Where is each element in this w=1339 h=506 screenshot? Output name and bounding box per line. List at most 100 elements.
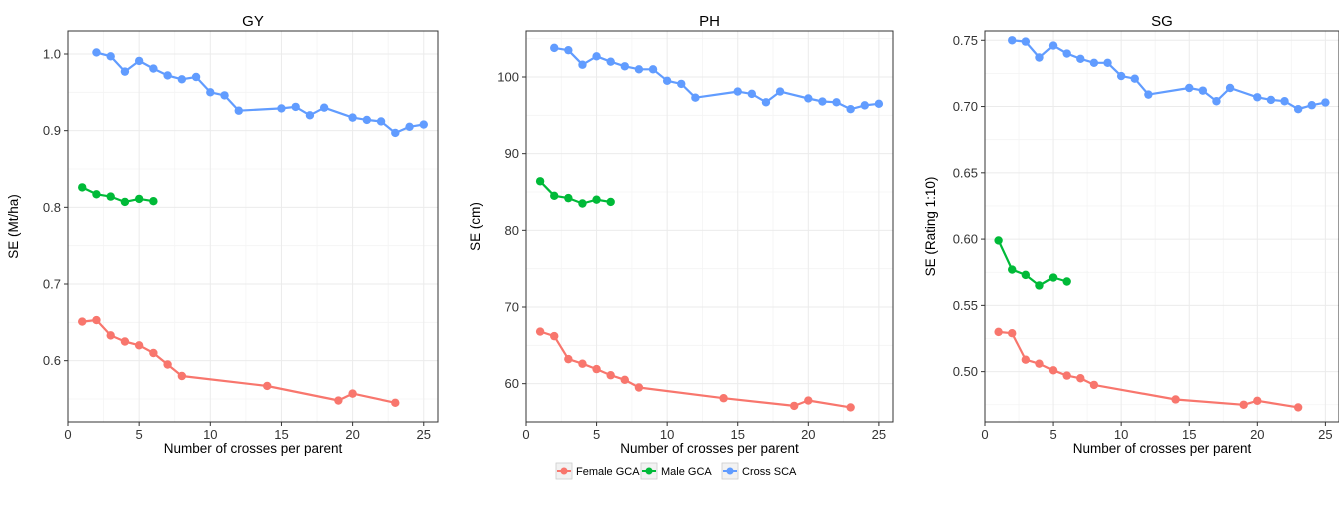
- data-point-cross-sca: [606, 57, 615, 66]
- data-point-male-gca: [592, 195, 601, 204]
- data-point-cross-sca: [775, 87, 785, 96]
- y-tick-label: 0.65: [953, 165, 978, 180]
- data-point-cross-sca: [348, 113, 357, 122]
- x-tick-label: 10: [1114, 427, 1128, 442]
- data-point-male-gca: [120, 197, 130, 207]
- data-point-female-gca: [592, 364, 601, 374]
- data-point-male-gca: [92, 190, 101, 199]
- x-tick-label: 15: [274, 427, 288, 442]
- data-point-cross-sca: [1089, 58, 1099, 68]
- data-point-female-gca: [177, 371, 187, 381]
- y-tick-label: 0.70: [953, 99, 978, 114]
- data-point-cross-sca: [1116, 71, 1126, 81]
- data-point-male-gca: [1021, 270, 1031, 280]
- y-axis-label: SE (cm): [468, 202, 483, 251]
- data-point-female-gca: [846, 403, 855, 412]
- data-point-female-gca: [789, 401, 799, 411]
- data-point-cross-sca: [1008, 36, 1017, 45]
- data-point-cross-sca: [1076, 54, 1085, 64]
- data-point-female-gca: [1035, 359, 1044, 368]
- x-tick-label: 10: [203, 427, 217, 442]
- data-point-cross-sca: [832, 98, 841, 107]
- data-point-male-gca: [1048, 273, 1058, 282]
- data-point-cross-sca: [391, 128, 400, 138]
- data-point-cross-sca: [677, 79, 686, 89]
- data-point-cross-sca: [733, 87, 742, 96]
- data-point-cross-sca: [620, 62, 630, 71]
- data-point-cross-sca: [92, 48, 101, 57]
- y-tick-label: 60: [505, 376, 519, 391]
- x-tick-label: 25: [1318, 427, 1332, 442]
- data-point-cross-sca: [120, 67, 130, 76]
- data-point-female-gca: [1171, 395, 1180, 404]
- data-point-male-gca: [606, 197, 615, 207]
- x-axis-label: Number of crosses per parent: [620, 441, 799, 456]
- data-point-female-gca: [620, 375, 630, 385]
- data-point-female-gca: [134, 341, 144, 350]
- data-point-female-gca: [1048, 366, 1058, 375]
- data-point-cross-sca: [846, 105, 855, 114]
- data-point-cross-sca: [234, 106, 243, 115]
- data-point-female-gca: [1253, 396, 1262, 405]
- data-point-male-gca: [578, 199, 587, 208]
- data-point-cross-sca: [874, 99, 884, 109]
- legend-item: Cross SCA: [721, 462, 797, 480]
- data-point-female-gca: [1062, 371, 1071, 380]
- panel-sg: 0 5 10 15 20 25 0.50 0.55 0.60 0.65 0.70 0.75 SG Numb…: [923, 13, 1339, 456]
- legend-item: Male GCA: [640, 462, 712, 480]
- data-point-cross-sca: [662, 76, 672, 86]
- legend-swatch-point: [560, 467, 568, 475]
- data-point-cross-sca: [634, 65, 644, 74]
- data-point-cross-sca: [106, 52, 115, 61]
- x-tick-label: 15: [730, 427, 744, 442]
- data-point-female-gca: [535, 327, 545, 336]
- data-point-cross-sca: [163, 71, 172, 80]
- y-tick-label: 0.55: [953, 298, 978, 313]
- y-tick-label: 0.8: [43, 200, 61, 215]
- data-point-cross-sca: [319, 103, 329, 112]
- data-point-female-gca: [578, 359, 587, 368]
- data-point-male-gca: [550, 191, 559, 201]
- y-tick-label: 80: [505, 223, 519, 238]
- data-point-female-gca: [149, 348, 158, 358]
- y-tick-label: 0.7: [43, 277, 61, 292]
- data-point-cross-sca: [1185, 83, 1194, 93]
- data-point-cross-sca: [1048, 41, 1058, 50]
- x-tick-label: 0: [64, 427, 71, 442]
- data-point-cross-sca: [1225, 83, 1235, 93]
- x-axis-label: Number of crosses per parent: [164, 441, 343, 456]
- data-point-female-gca: [564, 354, 573, 364]
- data-point-cross-sca: [134, 56, 144, 66]
- data-point-cross-sca: [206, 88, 215, 97]
- data-point-male-gca: [149, 197, 158, 206]
- data-point-male-gca: [1008, 265, 1017, 274]
- data-point-cross-sca: [1253, 93, 1262, 102]
- panel-gy: 0 5 10 15 20 25 0.6 0.7 0.8 0.9 1.0 GY Number of cro…: [6, 13, 439, 456]
- data-point-cross-sca: [220, 91, 229, 100]
- data-point-cross-sca: [1307, 101, 1316, 110]
- y-tick-label: 70: [505, 300, 519, 315]
- data-point-female-gca: [163, 360, 172, 369]
- data-point-male-gca: [1062, 277, 1071, 286]
- x-tick-label: 5: [136, 427, 143, 442]
- legend: Female GCA Male GCA Cross SCA: [555, 462, 797, 480]
- legend-item: Female GCA: [555, 462, 640, 480]
- plot-background: [985, 31, 1339, 422]
- data-point-cross-sca: [1266, 95, 1276, 105]
- chart-panels: 0 5 10 15 20 25 0.6 0.7 0.8 0.9 1.0 GY Number of cro…: [6, 13, 1339, 456]
- data-point-cross-sca: [1130, 74, 1139, 83]
- data-point-female-gca: [804, 396, 813, 405]
- legend-swatch-point: [645, 467, 653, 475]
- data-point-female-gca: [1076, 374, 1085, 383]
- data-point-cross-sca: [564, 45, 573, 55]
- data-point-cross-sca: [648, 65, 658, 74]
- data-point-female-gca: [334, 396, 343, 405]
- data-point-female-gca: [550, 331, 559, 341]
- data-point-male-gca: [1035, 281, 1044, 290]
- data-point-female-gca: [1008, 328, 1017, 338]
- chart-title: SG: [1151, 13, 1173, 30]
- plot-border: [525, 30, 894, 423]
- data-point-female-gca: [606, 371, 615, 380]
- legend-label: Male GCA: [661, 466, 712, 478]
